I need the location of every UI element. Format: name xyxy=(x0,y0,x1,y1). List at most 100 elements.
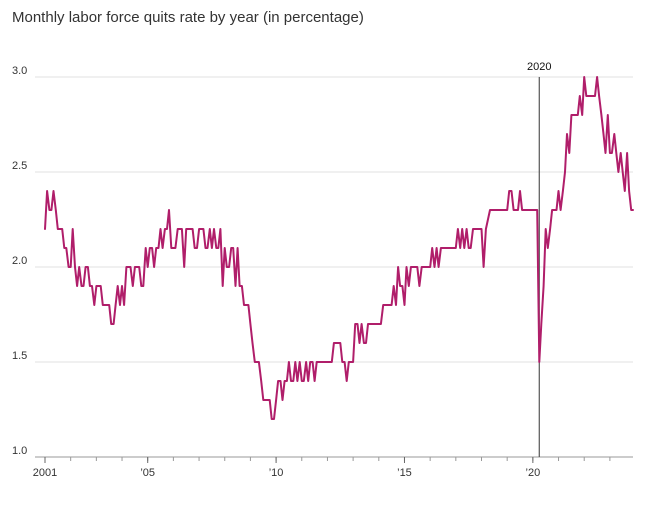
data-point-147 xyxy=(436,247,438,249)
data-point-69 xyxy=(215,247,217,249)
data-point-183 xyxy=(564,171,566,173)
data-point-83 xyxy=(247,304,249,306)
data-point-63 xyxy=(202,228,204,230)
data-point-165 xyxy=(511,190,513,192)
y-tick-label-3: 2.5 xyxy=(12,160,27,172)
data-point-58 xyxy=(185,228,187,230)
data-point-66 xyxy=(209,228,211,230)
data-point-39 xyxy=(140,285,142,287)
data-point-140 xyxy=(410,266,412,268)
y-tick-label-2: 2.0 xyxy=(12,255,27,267)
data-point-203 xyxy=(617,171,619,173)
data-point-136 xyxy=(401,285,403,287)
data-point-198 xyxy=(607,114,609,116)
data-point-156 xyxy=(468,247,470,249)
data-point-141 xyxy=(416,266,418,268)
data-point-42 xyxy=(147,266,149,268)
data-point-23 xyxy=(95,285,97,287)
data-point-86 xyxy=(254,361,256,363)
data-point-113 xyxy=(326,361,328,363)
data-point-10 xyxy=(68,266,70,268)
data-point-208 xyxy=(628,190,630,192)
data-point-166 xyxy=(513,209,515,211)
data-point-78 xyxy=(235,285,237,287)
data-point-64 xyxy=(205,247,207,249)
data-point-176 xyxy=(547,247,549,249)
data-point-96 xyxy=(282,399,284,401)
data-point-168 xyxy=(519,190,521,192)
data-point-34 xyxy=(125,266,127,268)
data-point-99 xyxy=(288,361,290,363)
chart-title: Monthly labor force quits rate by year (… xyxy=(12,9,364,26)
data-point-137 xyxy=(404,304,406,306)
data-point-187 xyxy=(577,114,579,116)
data-point-135 xyxy=(399,285,401,287)
data-point-94 xyxy=(277,380,279,382)
data-point-190 xyxy=(583,76,585,78)
data-point-54 xyxy=(174,247,176,249)
data-point-2 xyxy=(48,209,50,211)
data-point-134 xyxy=(397,266,399,268)
data-point-41 xyxy=(145,247,147,249)
data-point-123 xyxy=(357,323,359,325)
data-point-121 xyxy=(352,361,354,363)
y-tick-label-0: 1.0 xyxy=(12,445,27,457)
data-point-92 xyxy=(273,418,275,420)
data-point-160 xyxy=(483,266,485,268)
data-point-60 xyxy=(194,247,196,249)
data-point-105 xyxy=(301,380,303,382)
data-point-110 xyxy=(312,361,314,363)
data-point-29 xyxy=(115,304,117,306)
data-point-117 xyxy=(341,361,343,363)
data-point-61 xyxy=(196,247,198,249)
data-point-152 xyxy=(459,247,461,249)
data-point-115 xyxy=(333,342,335,344)
data-point-174 xyxy=(543,285,545,287)
data-point-167 xyxy=(517,209,519,211)
data-point-57 xyxy=(183,266,185,268)
data-point-90 xyxy=(269,399,271,401)
data-point-125 xyxy=(361,323,363,325)
data-point-55 xyxy=(177,228,179,230)
data-point-162 xyxy=(489,209,491,211)
data-point-97 xyxy=(284,380,286,382)
data-point-185 xyxy=(568,152,570,154)
data-point-145 xyxy=(431,247,433,249)
data-point-1 xyxy=(46,190,48,192)
data-point-151 xyxy=(457,228,459,230)
data-point-158 xyxy=(472,228,474,230)
data-point-171 xyxy=(536,209,538,211)
data-point-188 xyxy=(579,95,581,97)
data-point-26 xyxy=(108,304,110,306)
data-point-37 xyxy=(134,266,136,268)
data-point-104 xyxy=(299,361,301,363)
data-point-154 xyxy=(463,247,465,249)
data-point-120 xyxy=(348,361,350,363)
data-point-43 xyxy=(149,247,151,249)
data-point-98 xyxy=(286,380,288,382)
data-point-3 xyxy=(50,209,52,211)
data-point-70 xyxy=(217,247,219,249)
data-point-178 xyxy=(551,209,553,211)
data-point-150 xyxy=(455,247,457,249)
data-point-4 xyxy=(53,190,55,192)
data-point-126 xyxy=(363,342,365,344)
x-tick-label-4: ’20 xyxy=(526,467,541,479)
data-point-191 xyxy=(585,95,587,97)
data-point-75 xyxy=(228,266,230,268)
data-point-25 xyxy=(102,304,104,306)
data-point-71 xyxy=(219,228,221,230)
data-point-118 xyxy=(344,361,346,363)
data-point-131 xyxy=(391,304,393,306)
data-point-108 xyxy=(307,380,309,382)
data-point-202 xyxy=(615,152,617,154)
data-point-196 xyxy=(603,133,605,135)
data-point-44 xyxy=(151,247,153,249)
data-point-100 xyxy=(290,380,292,382)
data-point-180 xyxy=(558,190,560,192)
x-tick-label-0: 2001 xyxy=(33,467,57,479)
x-tick-label-3: ’15 xyxy=(397,467,412,479)
data-point-111 xyxy=(314,380,316,382)
data-point-31 xyxy=(119,304,121,306)
